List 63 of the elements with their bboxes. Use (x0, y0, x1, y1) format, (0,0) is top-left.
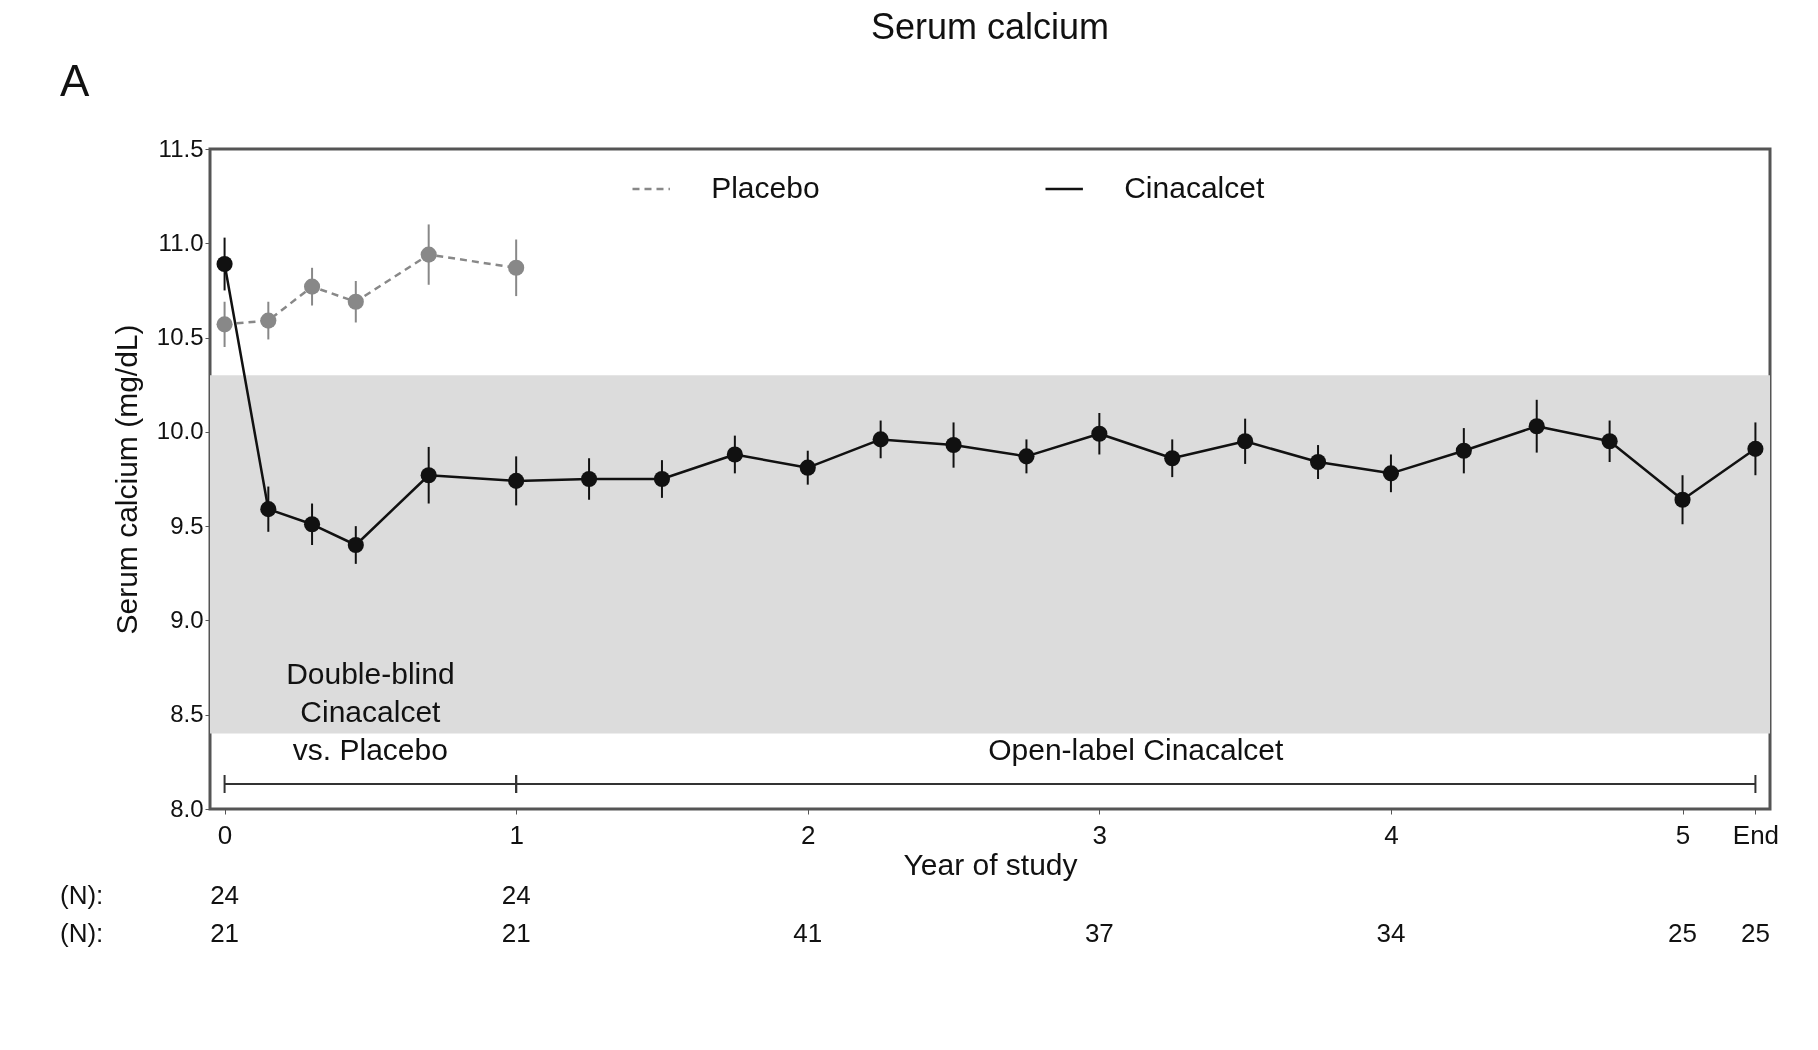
point (1455, 442, 1472, 459)
point (799, 459, 816, 476)
point (945, 437, 962, 454)
point (1091, 425, 1108, 442)
x-tick-label: 2 (801, 819, 816, 850)
x-axis-title: Year of study (903, 847, 1078, 881)
point (1237, 433, 1254, 450)
point (1674, 491, 1691, 508)
point (216, 316, 233, 333)
x-tick-label: 3 (1092, 819, 1108, 850)
text: A (60, 56, 90, 105)
text: 25 (1740, 918, 1770, 948)
point (303, 516, 321, 533)
x-tick-label: 1 (509, 819, 524, 850)
text: 21 (210, 918, 240, 948)
point (1309, 453, 1327, 471)
point (1164, 450, 1181, 467)
point (872, 431, 889, 448)
point (303, 278, 321, 295)
text: (N): (60, 918, 104, 948)
x-tick-label: End (1732, 819, 1780, 850)
y-tick-label: 9.5 (170, 511, 204, 539)
y-tick-label: 8.5 (170, 700, 204, 728)
y-tick-label: 9.0 (170, 605, 204, 633)
point (216, 255, 233, 273)
text: 41 (793, 918, 823, 948)
y-axis-title: Serum calcium (mg/dL) (109, 324, 143, 635)
y-tick-label: 11.0 (158, 228, 204, 256)
point (726, 446, 743, 463)
point (1601, 433, 1618, 450)
point (653, 470, 671, 488)
y-tick-label: 10.0 (156, 417, 204, 445)
point (581, 470, 598, 488)
chart-title: Serum calcium (870, 6, 1110, 47)
point (260, 501, 277, 518)
legend-label: Placebo (711, 171, 820, 204)
legend-label: Cinacalcet (1124, 171, 1265, 204)
point (260, 312, 277, 329)
y-tick-label: 10.5 (156, 323, 204, 351)
point (1747, 440, 1764, 457)
point (508, 259, 525, 276)
text: 21 (501, 918, 531, 948)
annotation: Open-label Cinacalcet (988, 733, 1285, 766)
point (420, 467, 437, 484)
text: (N): (60, 880, 104, 910)
point (347, 536, 364, 554)
x-tick-label: 0 (217, 819, 233, 850)
text: 37 (1084, 918, 1114, 948)
point (1528, 418, 1545, 435)
x-tick-label: 5 (1675, 819, 1691, 850)
text: 24 (501, 880, 531, 910)
text: 24 (210, 880, 240, 910)
point (1018, 448, 1035, 465)
annotation: Double-blind Cinacalcet vs. Placebo (286, 657, 455, 766)
x-tick-label: 4 (1384, 819, 1399, 850)
point (420, 246, 437, 263)
text: 34 (1376, 918, 1406, 948)
point (1382, 465, 1399, 482)
y-tick-label: 8.0 (170, 794, 204, 822)
text: 25 (1668, 918, 1697, 948)
point (508, 472, 525, 489)
y-tick-label: 11.5 (158, 134, 204, 162)
point (347, 293, 364, 310)
